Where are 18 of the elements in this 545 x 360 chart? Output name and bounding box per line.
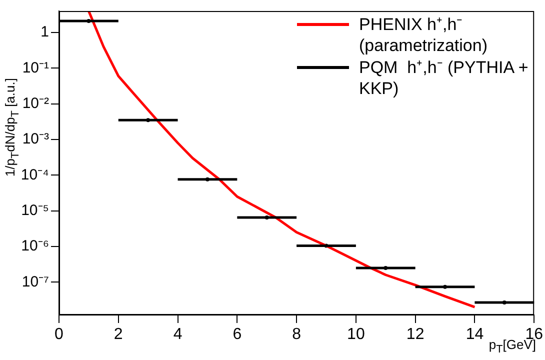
x-tick-label: 2 [114,326,123,344]
x-tick-label: 12 [406,326,424,344]
legend-label: PHENIX h⁺,h⁻ (parametrization) [359,14,488,56]
y-tick-label: 10⁻⁷ [22,273,49,290]
y-tick-label: 1 [40,24,49,41]
x-tick-label: 14 [466,326,484,344]
x-tick-label: 10 [347,326,365,344]
y-tick-label: 10⁻⁵ [21,202,49,219]
y-tick-label: 10⁻² [22,94,49,112]
y-tick-label: 10⁻⁴ [20,166,49,184]
x-tick-label: 4 [173,326,182,344]
x-tick-label: 0 [54,326,64,344]
y-tick-label: 10⁻⁶ [21,238,49,255]
y-tick-label: 10⁻³ [22,130,49,148]
legend-label: PQM h⁺,h⁻ (PYTHIA + KKP) [359,57,530,99]
y-tick-label: 10⁻¹ [22,59,49,76]
x-tick-label: 8 [292,326,302,344]
x-tick-label: 6 [232,326,242,344]
